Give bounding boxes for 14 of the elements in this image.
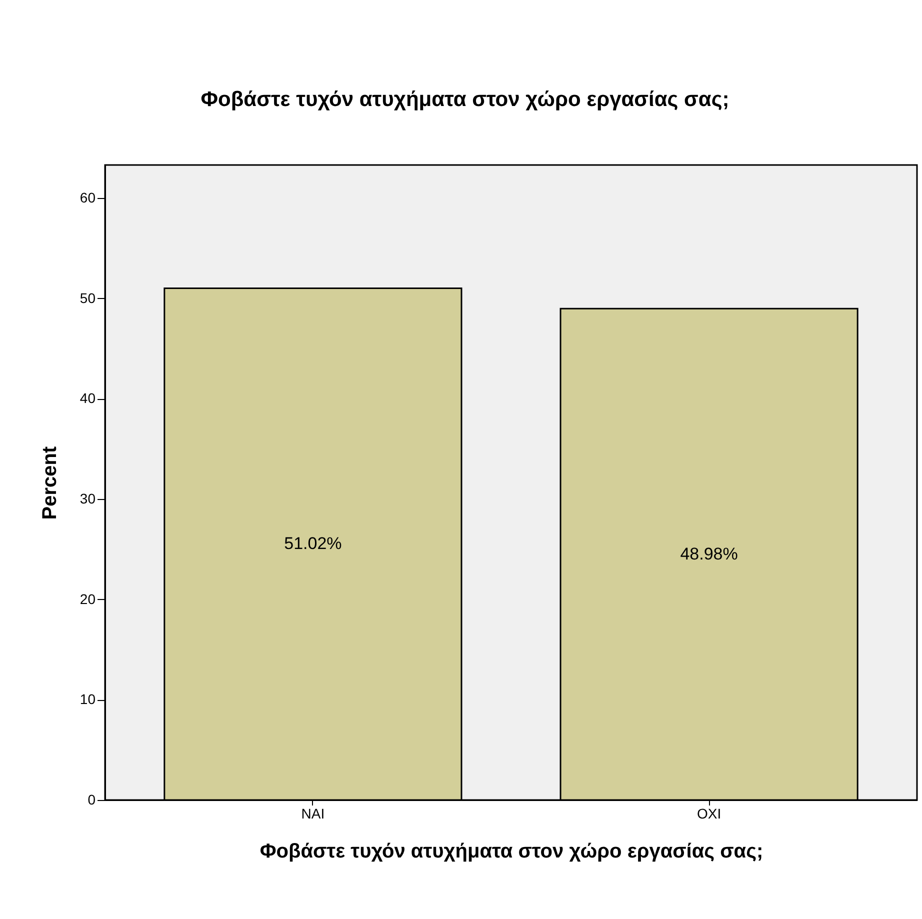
chart-title: Φοβάστε τυχόν ατυχήματα στον χώρο εργασίας σας; (200, 88, 730, 111)
y-tick-label: 60 (80, 190, 96, 206)
y-tick-label: 30 (80, 490, 96, 507)
y-tick-label: 10 (80, 691, 96, 708)
y-tick-label: 40 (80, 390, 96, 406)
y-tick-label: 0 (88, 792, 96, 808)
data-label: 51.02% (284, 534, 342, 554)
y-axis-title: Percent (38, 446, 61, 520)
y-tick-label: 20 (80, 590, 96, 607)
x-axis-title: Φοβάστε τυχόν ατυχήματα στον χώρο εργασίας σας; (260, 840, 764, 862)
y-tick-label: 50 (80, 290, 96, 306)
data-label: 48.98% (680, 544, 738, 564)
x-tick-label: OXI (696, 806, 722, 822)
x-tick-label: NAI (301, 806, 325, 822)
